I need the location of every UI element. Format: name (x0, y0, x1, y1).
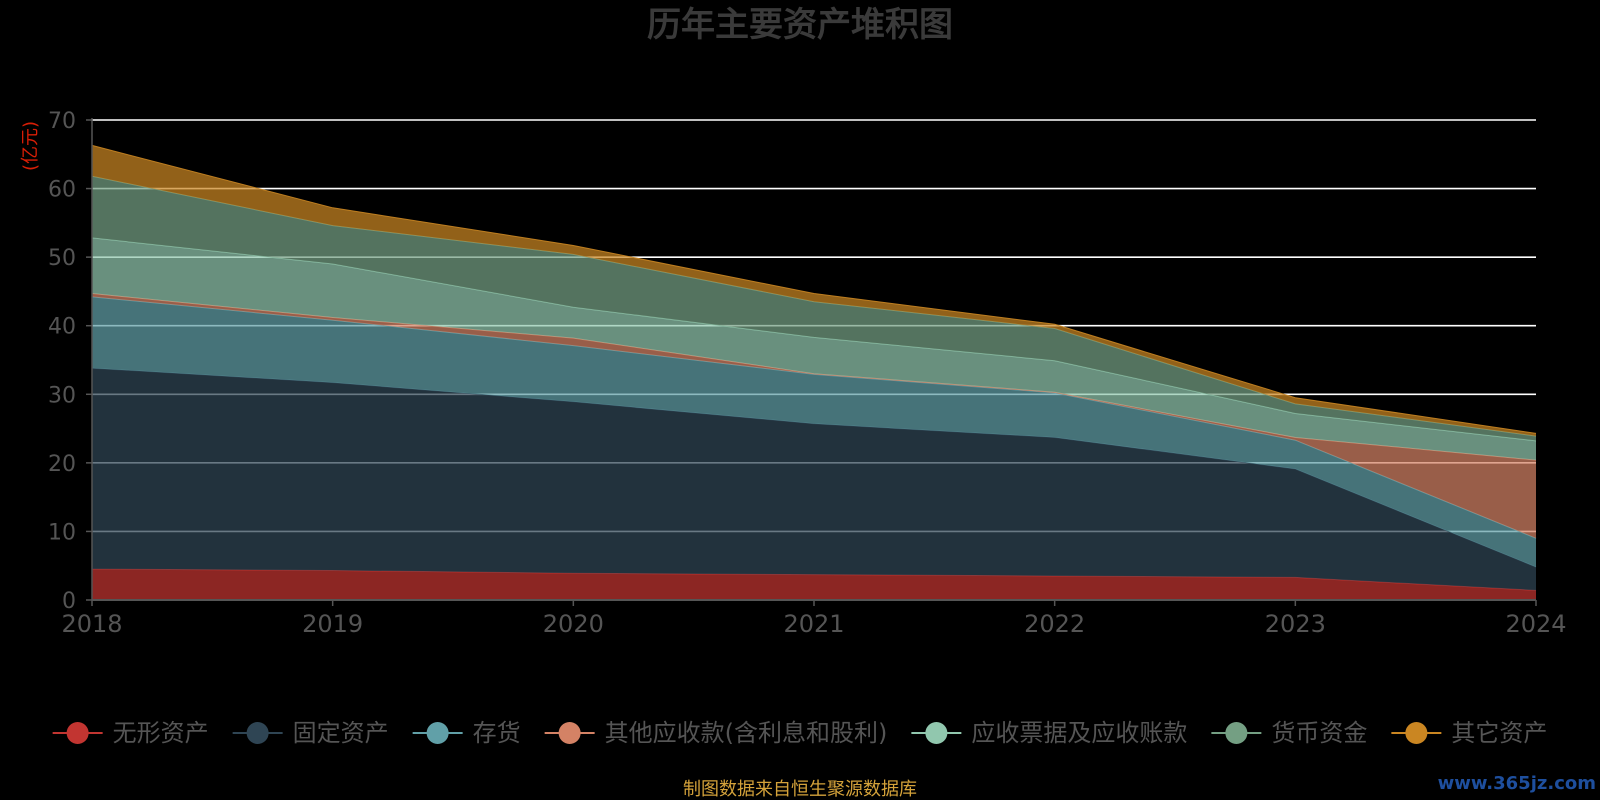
legend-circle-icon (1405, 722, 1428, 744)
legend-label: 货币资金 (1271, 719, 1367, 747)
watermark: www.365jz.com (1438, 773, 1596, 794)
legend-label: 固定资产 (293, 719, 389, 747)
legend-label: 无形资产 (113, 719, 209, 747)
legend-label: 其它资产 (1451, 719, 1547, 747)
y-tick-label: 70 (48, 109, 76, 134)
x-tick-label: 2018 (61, 610, 122, 638)
x-tick-label: 2021 (783, 610, 844, 638)
x-tick-label: 2024 (1505, 610, 1566, 638)
area-series-7[interactable] (92, 145, 1536, 437)
y-tick-label: 40 (48, 315, 76, 340)
legend-circle-icon (1225, 722, 1248, 744)
y-tick-label: 30 (48, 383, 76, 408)
x-tick-label: 2019 (302, 610, 363, 638)
area-series-2[interactable] (92, 368, 1536, 591)
legend-circle-icon (558, 722, 581, 744)
y-axis-unit-label: (亿元) (20, 121, 41, 171)
chart-title: 历年主要资产堆积图 (647, 5, 953, 45)
x-tick-label: 2022 (1024, 610, 1085, 638)
legend-item-1[interactable]: 无形资产 (52, 719, 209, 747)
legend-item-5[interactable]: 应收票据及应收账款 (911, 719, 1187, 747)
axes: 0 10 20 30 40 50 60 70 2018 2019 2020 2021 2022 2023 2… (48, 109, 1567, 638)
legend-circle-icon (246, 722, 269, 744)
legend-item-7[interactable]: 其它资产 (1391, 719, 1547, 747)
y-tick-label: 50 (48, 246, 76, 271)
legend-label: 应收票据及应收账款 (971, 719, 1187, 747)
legend[interactable]: 无形资产 固定资产 存货 其他应收款(含利息和股利) 应收票据及应收账款 货币资金 其它资产 (52, 719, 1548, 747)
legend-label: 其他应收款(含利息和股利) (605, 719, 888, 747)
y-tick-label: 0 (62, 589, 76, 614)
x-tick-label: 2023 (1265, 610, 1326, 638)
legend-label: 存货 (473, 719, 521, 747)
legend-circle-icon (66, 722, 89, 744)
data-source-note: 制图数据来自恒生聚源数据库 (683, 779, 917, 800)
legend-item-4[interactable]: 其他应收款(含利息和股利) (544, 719, 888, 747)
area-series-6[interactable] (92, 176, 1536, 441)
area-series-group (91, 144, 1537, 600)
area-series-5[interactable] (92, 237, 1536, 461)
y-tick-label: 20 (48, 452, 76, 477)
y-tick-label: 60 (48, 178, 76, 203)
legend-item-3[interactable]: 存货 (412, 719, 521, 747)
area-series-line-7 (91, 144, 1537, 434)
legend-circle-icon (925, 722, 948, 744)
y-tick-label: 10 (48, 520, 76, 545)
area-series-3[interactable] (92, 296, 1536, 568)
legend-item-2[interactable]: 固定资产 (232, 719, 389, 747)
legend-circle-icon (426, 722, 449, 744)
legend-item-6[interactable]: 货币资金 (1211, 719, 1367, 747)
x-tick-label: 2020 (543, 610, 604, 638)
